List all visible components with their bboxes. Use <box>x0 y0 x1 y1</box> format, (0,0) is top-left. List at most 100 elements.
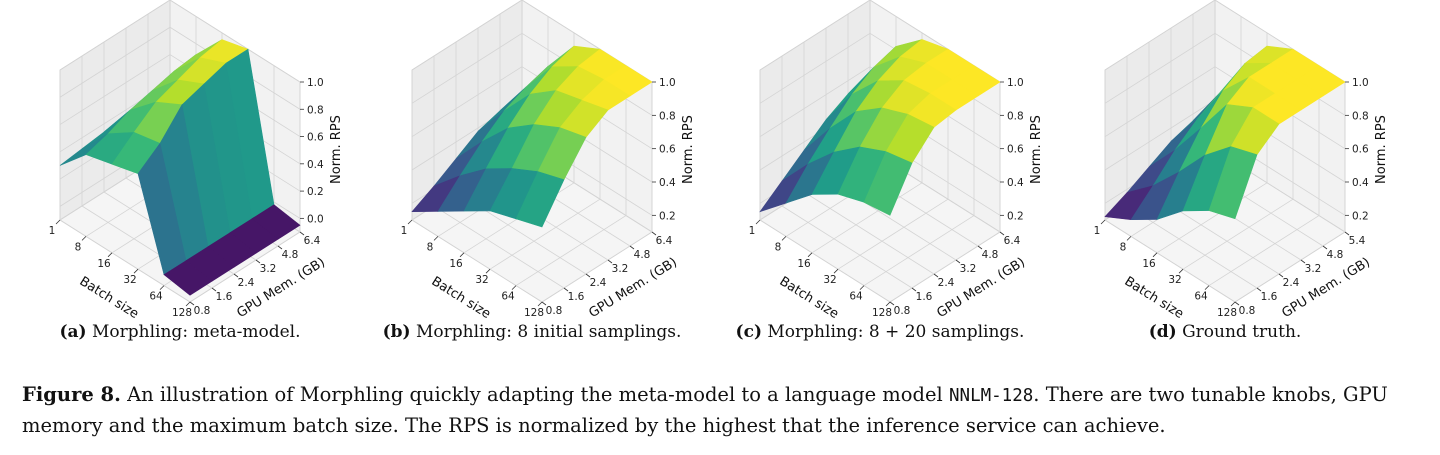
y-tick-label: 1.6 <box>216 291 233 303</box>
subcaption-b: (b) Morphling: 8 initial samplings. <box>352 322 712 342</box>
x-tick-mark <box>781 236 787 241</box>
y-tick-mark <box>585 273 591 278</box>
subcaption-d: (d) Ground truth. <box>1045 322 1405 342</box>
x-tick-label: 64 <box>849 291 863 303</box>
z-tick-label: 1.0 <box>659 77 676 89</box>
x-tick-mark <box>1152 252 1158 258</box>
grid-line <box>59 26 171 98</box>
x-tick-label: 8 <box>75 241 82 253</box>
x-tick-mark <box>485 268 491 274</box>
caption-text-1: An illustration of Morphling quickly ada… <box>120 383 949 406</box>
y-tick-mark <box>607 259 613 264</box>
z-tick-label: 0.8 <box>1352 110 1369 122</box>
y-tick-label: 6.4 <box>1004 235 1021 247</box>
y-tick-mark <box>277 245 283 250</box>
y-tick-label: 2.4 <box>238 277 255 289</box>
x-tick-label: 1 <box>401 225 408 237</box>
y-tick-label: 4.8 <box>282 249 299 261</box>
y-tick-label: 3.2 <box>612 263 629 275</box>
x-tick-label: 1 <box>749 225 756 237</box>
grid-line <box>889 231 1001 303</box>
y-tick-label: 4.8 <box>982 249 999 261</box>
y-tick-label: 1.6 <box>1261 291 1278 303</box>
x-tick-label: 128 <box>872 307 892 319</box>
z-tick-label: 0.2 <box>1007 210 1024 222</box>
caption-code: NNLM-128 <box>949 386 1034 406</box>
z-tick-label: 0.2 <box>1352 210 1369 222</box>
x-tick-mark <box>133 268 139 274</box>
x-tick-mark <box>107 252 113 258</box>
z-tick-label: 0.0 <box>307 213 324 225</box>
grid-line <box>837 198 949 270</box>
subcaption-d-label: (d) <box>1148 322 1177 342</box>
caption-text-2: . There are two tunable knobs, GPU memor… <box>22 383 1388 437</box>
x-tick-mark <box>537 301 543 307</box>
subcaption-a: (a) Morphling: meta-model. <box>0 322 360 342</box>
x-tick-label: 8 <box>1120 241 1127 253</box>
grid-line <box>433 205 565 289</box>
x-tick-mark <box>159 285 165 290</box>
y-tick-label: 0.8 <box>546 305 563 317</box>
z-axis-label: Norm. RPS <box>1029 115 1044 184</box>
grid-line <box>863 215 975 286</box>
grid-line <box>411 32 523 104</box>
x-tick-label: 128 <box>524 307 544 319</box>
y-tick-mark <box>977 245 983 250</box>
x-tick-mark <box>1126 236 1132 241</box>
z-tick-label: 1.0 <box>307 77 324 89</box>
x-tick-label: 32 <box>823 274 836 286</box>
x-tick-label: 32 <box>123 274 136 286</box>
grid-line <box>759 219 891 303</box>
x-tick-label: 64 <box>149 291 163 303</box>
figure-caption: Figure 8. An illustration of Morphling q… <box>22 380 1422 440</box>
z-tick-label: 0.4 <box>659 177 676 189</box>
y-tick-mark <box>1300 259 1306 264</box>
grid-line <box>759 32 871 104</box>
y-tick-label: 3.2 <box>1305 263 1322 275</box>
y-tick-label: 2.4 <box>590 277 607 289</box>
y-tick-mark <box>255 259 261 264</box>
y-tick-mark <box>233 273 239 278</box>
x-tick-label: 16 <box>97 258 111 270</box>
y-tick-mark <box>1322 245 1328 250</box>
grid-line <box>1234 231 1346 303</box>
z-tick-label: 0.4 <box>1007 177 1024 189</box>
y-tick-mark <box>1278 273 1284 278</box>
z-tick-label: 0.2 <box>659 210 676 222</box>
x-tick-mark <box>1230 301 1236 307</box>
x-tick-label: 128 <box>172 307 192 319</box>
x-tick-label: 8 <box>775 241 782 253</box>
grid-line <box>811 182 923 254</box>
x-tick-mark <box>433 236 439 241</box>
grid-line <box>515 215 627 286</box>
x-tick-mark <box>55 219 61 225</box>
y-tick-mark <box>189 301 195 306</box>
y-tick-label: 4.8 <box>634 249 651 261</box>
surface-patch <box>515 171 565 228</box>
y-tick-label: 0.8 <box>1239 305 1256 317</box>
surface-patch <box>163 260 213 296</box>
y-tick-mark <box>911 287 917 292</box>
y-tick-mark <box>541 301 547 306</box>
panel-b: 1 8 16 32 64 128 Batch size 0.8 1.6 2.4 3.2 4.8 6.4 G… <box>352 0 712 345</box>
x-tick-label: 16 <box>797 258 811 270</box>
surface <box>59 39 301 296</box>
subcaption-b-text: Morphling: 8 initial samplings. <box>410 322 682 342</box>
y-tick-mark <box>999 231 1005 236</box>
panel-d: 1 8 16 32 64 128 Batch size 0.8 1.6 2.4 3.2 4.8 5.4 G… <box>1045 0 1405 345</box>
figure-label: Figure 8. <box>22 383 121 406</box>
y-tick-label: 1.6 <box>916 291 933 303</box>
y-tick-label: 0.8 <box>894 305 911 317</box>
grid-line <box>411 0 523 71</box>
subcaption-d-text: Ground truth. <box>1176 322 1302 342</box>
y-tick-label: 0.8 <box>194 305 211 317</box>
subcaption-c-text: Morphling: 8 + 20 samplings. <box>762 322 1025 342</box>
grid-line <box>59 219 191 303</box>
y-tick-label: 4.8 <box>1327 249 1344 261</box>
surface-patch <box>1208 146 1258 220</box>
subcaption-a-text: Morphling: meta-model. <box>86 322 301 342</box>
grid-line <box>1208 215 1320 286</box>
y-tick-mark <box>211 287 217 292</box>
y-tick-mark <box>651 231 657 236</box>
